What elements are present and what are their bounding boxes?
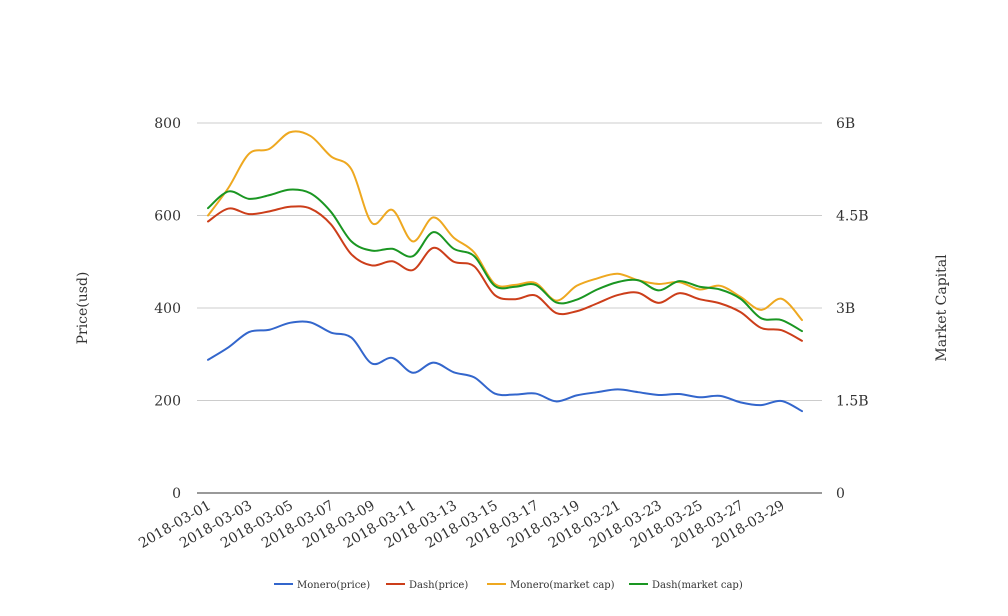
legend-item-monero-price[interactable]: Monero(price) [274, 580, 370, 591]
left-axis-tick-labels: 0 200 400 600 800 [154, 116, 181, 502]
legend-label: Dash(market cap) [652, 580, 743, 591]
series-line-monero-market-cap [207, 130, 803, 322]
left-tick-label: 0 [172, 486, 181, 502]
right-tick-label: 6B [836, 116, 855, 132]
legend-item-dash-price[interactable]: Dash(price) [386, 580, 468, 591]
legend: Monero(price) Dash(price) Monero(market ca… [274, 580, 743, 591]
series-line-monero-price [207, 320, 803, 413]
legend-label: Monero(price) [297, 580, 370, 591]
x-axis-tick-labels: 2018-03-012018-03-032018-03-052018-03-07… [136, 498, 787, 552]
gridlines [197, 122, 822, 494]
series-lines [207, 130, 803, 413]
legend-item-monero-market-cap[interactable]: Monero(market cap) [487, 580, 615, 591]
left-axis-title: Price(usd) [75, 272, 91, 345]
legend-label: Monero(market cap) [510, 580, 615, 591]
right-tick-label: 0 [836, 486, 845, 502]
right-axis-tick-labels: 0 1.5B 3B 4.5B 6B [836, 116, 869, 502]
legend-label: Dash(price) [409, 580, 468, 591]
right-tick-label: 1.5B [836, 394, 869, 410]
right-tick-label: 4.5B [836, 209, 869, 225]
right-tick-label: 3B [836, 301, 855, 317]
left-tick-label: 600 [154, 209, 181, 225]
left-tick-label: 800 [154, 116, 181, 132]
right-axis-title: Market Capital [934, 254, 950, 362]
series-line-dash-price [207, 205, 803, 342]
legend-item-dash-market-cap[interactable]: Dash(market cap) [629, 580, 743, 591]
left-tick-label: 200 [154, 394, 181, 410]
left-tick-label: 400 [154, 301, 181, 317]
series-line-dash-market-cap [207, 188, 803, 333]
